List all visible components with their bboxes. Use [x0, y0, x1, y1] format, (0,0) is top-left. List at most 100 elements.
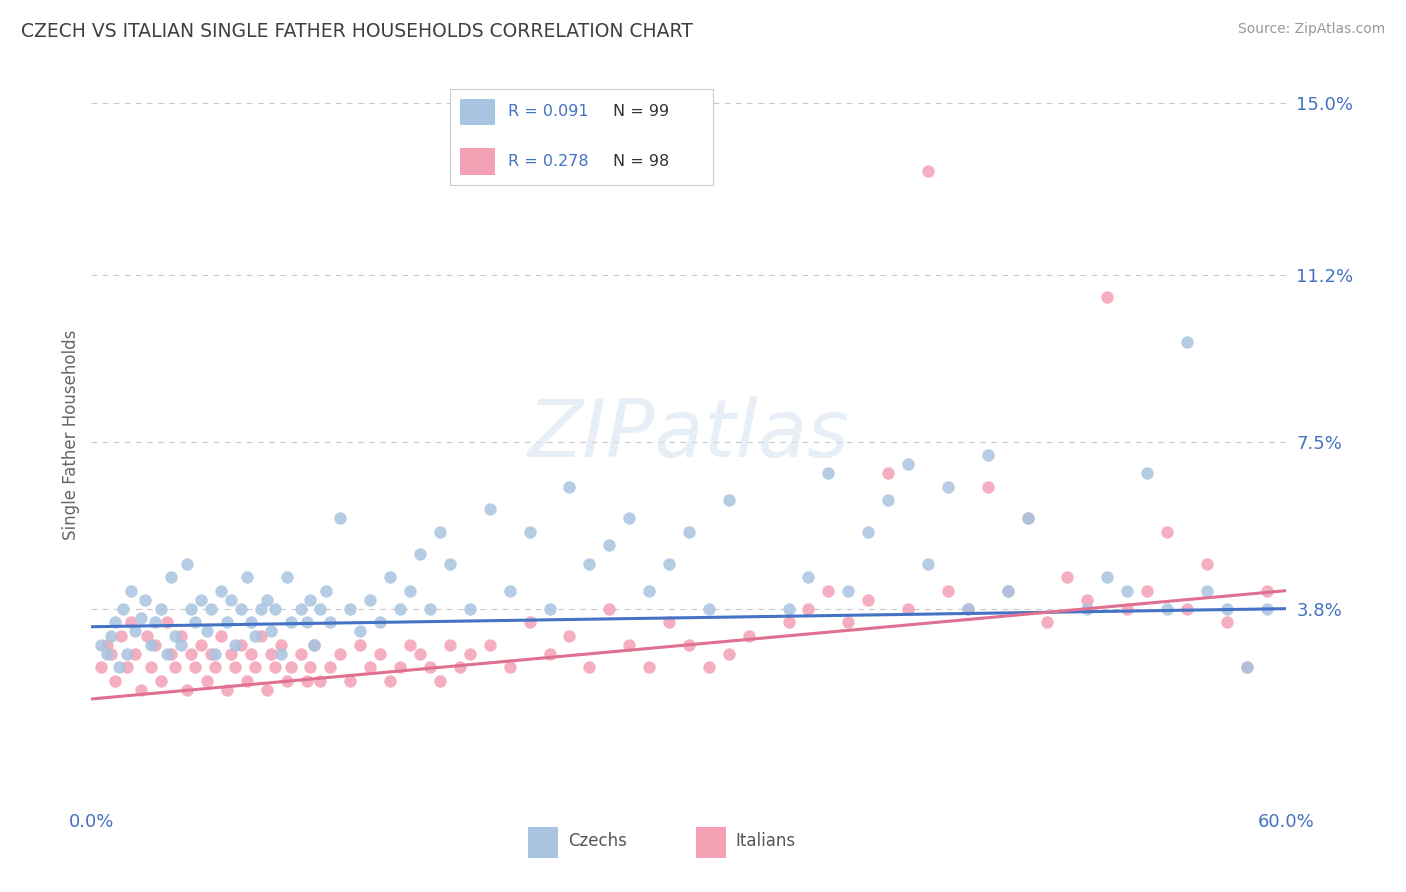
- Point: [229, 601, 252, 615]
- Point: [180, 647, 202, 661]
- Point: [219, 647, 242, 661]
- Point: [112, 601, 135, 615]
- Point: [638, 583, 661, 598]
- Point: [619, 638, 641, 652]
- Point: [429, 524, 451, 539]
- Point: [259, 647, 281, 661]
- Point: [778, 601, 800, 615]
- Point: [1097, 290, 1119, 304]
- Point: [195, 673, 218, 688]
- Point: [458, 647, 481, 661]
- Point: [598, 601, 620, 615]
- Point: [1017, 511, 1039, 525]
- Point: [478, 502, 501, 516]
- Point: [329, 511, 352, 525]
- Point: [143, 615, 166, 630]
- Point: [163, 629, 186, 643]
- Point: [200, 647, 222, 661]
- Point: [359, 660, 381, 674]
- Point: [1036, 615, 1059, 630]
- Point: [678, 638, 700, 652]
- Point: [141, 638, 162, 652]
- Point: [104, 673, 127, 688]
- Point: [129, 682, 152, 697]
- Point: [498, 583, 520, 598]
- Point: [349, 624, 371, 639]
- Point: [176, 557, 198, 571]
- Point: [190, 592, 212, 607]
- Point: [329, 647, 352, 661]
- Point: [229, 638, 252, 652]
- Point: [976, 448, 998, 462]
- Point: [598, 539, 620, 553]
- Point: [856, 524, 880, 539]
- Point: [837, 615, 859, 630]
- Point: [1195, 557, 1218, 571]
- Point: [170, 629, 193, 643]
- Point: [259, 624, 281, 639]
- Point: [90, 660, 112, 674]
- Point: [519, 524, 541, 539]
- Point: [458, 601, 481, 615]
- Point: [817, 467, 839, 481]
- Point: [339, 673, 361, 688]
- Point: [276, 673, 298, 688]
- Point: [209, 583, 232, 598]
- Point: [697, 601, 720, 615]
- Point: [156, 615, 179, 630]
- Point: [658, 615, 681, 630]
- Point: [368, 615, 391, 630]
- Point: [299, 592, 322, 607]
- Point: [478, 638, 501, 652]
- Text: ZIPatlas: ZIPatlas: [527, 396, 851, 474]
- Point: [219, 592, 242, 607]
- Point: [409, 548, 432, 562]
- Point: [160, 570, 183, 584]
- Point: [309, 601, 332, 615]
- Point: [299, 660, 322, 674]
- Point: [717, 647, 740, 661]
- Point: [697, 660, 720, 674]
- Point: [956, 601, 979, 615]
- Point: [263, 660, 285, 674]
- Point: [976, 480, 998, 494]
- Point: [439, 557, 461, 571]
- Point: [200, 601, 222, 615]
- Point: [936, 583, 959, 598]
- Point: [124, 647, 146, 661]
- Point: [280, 660, 302, 674]
- Point: [409, 647, 432, 661]
- Point: [309, 673, 332, 688]
- Point: [249, 601, 271, 615]
- Point: [856, 592, 880, 607]
- Point: [399, 638, 422, 652]
- Point: [243, 660, 266, 674]
- Point: [717, 493, 740, 508]
- Point: [204, 660, 226, 674]
- Point: [150, 601, 173, 615]
- Point: [115, 647, 138, 661]
- Point: [737, 629, 759, 643]
- Point: [104, 615, 127, 630]
- Point: [378, 570, 402, 584]
- Point: [997, 583, 1019, 598]
- Point: [270, 638, 292, 652]
- Point: [96, 638, 118, 652]
- Point: [359, 592, 381, 607]
- Point: [295, 615, 318, 630]
- Point: [1156, 524, 1178, 539]
- Text: Source: ZipAtlas.com: Source: ZipAtlas.com: [1237, 22, 1385, 37]
- Point: [235, 570, 259, 584]
- Point: [184, 660, 207, 674]
- Point: [295, 673, 318, 688]
- Point: [936, 480, 959, 494]
- Point: [817, 583, 839, 598]
- Point: [100, 629, 122, 643]
- Point: [1116, 583, 1139, 598]
- Point: [143, 638, 166, 652]
- Point: [270, 647, 292, 661]
- Point: [658, 557, 681, 571]
- Point: [319, 660, 342, 674]
- Point: [578, 660, 600, 674]
- Point: [1116, 601, 1139, 615]
